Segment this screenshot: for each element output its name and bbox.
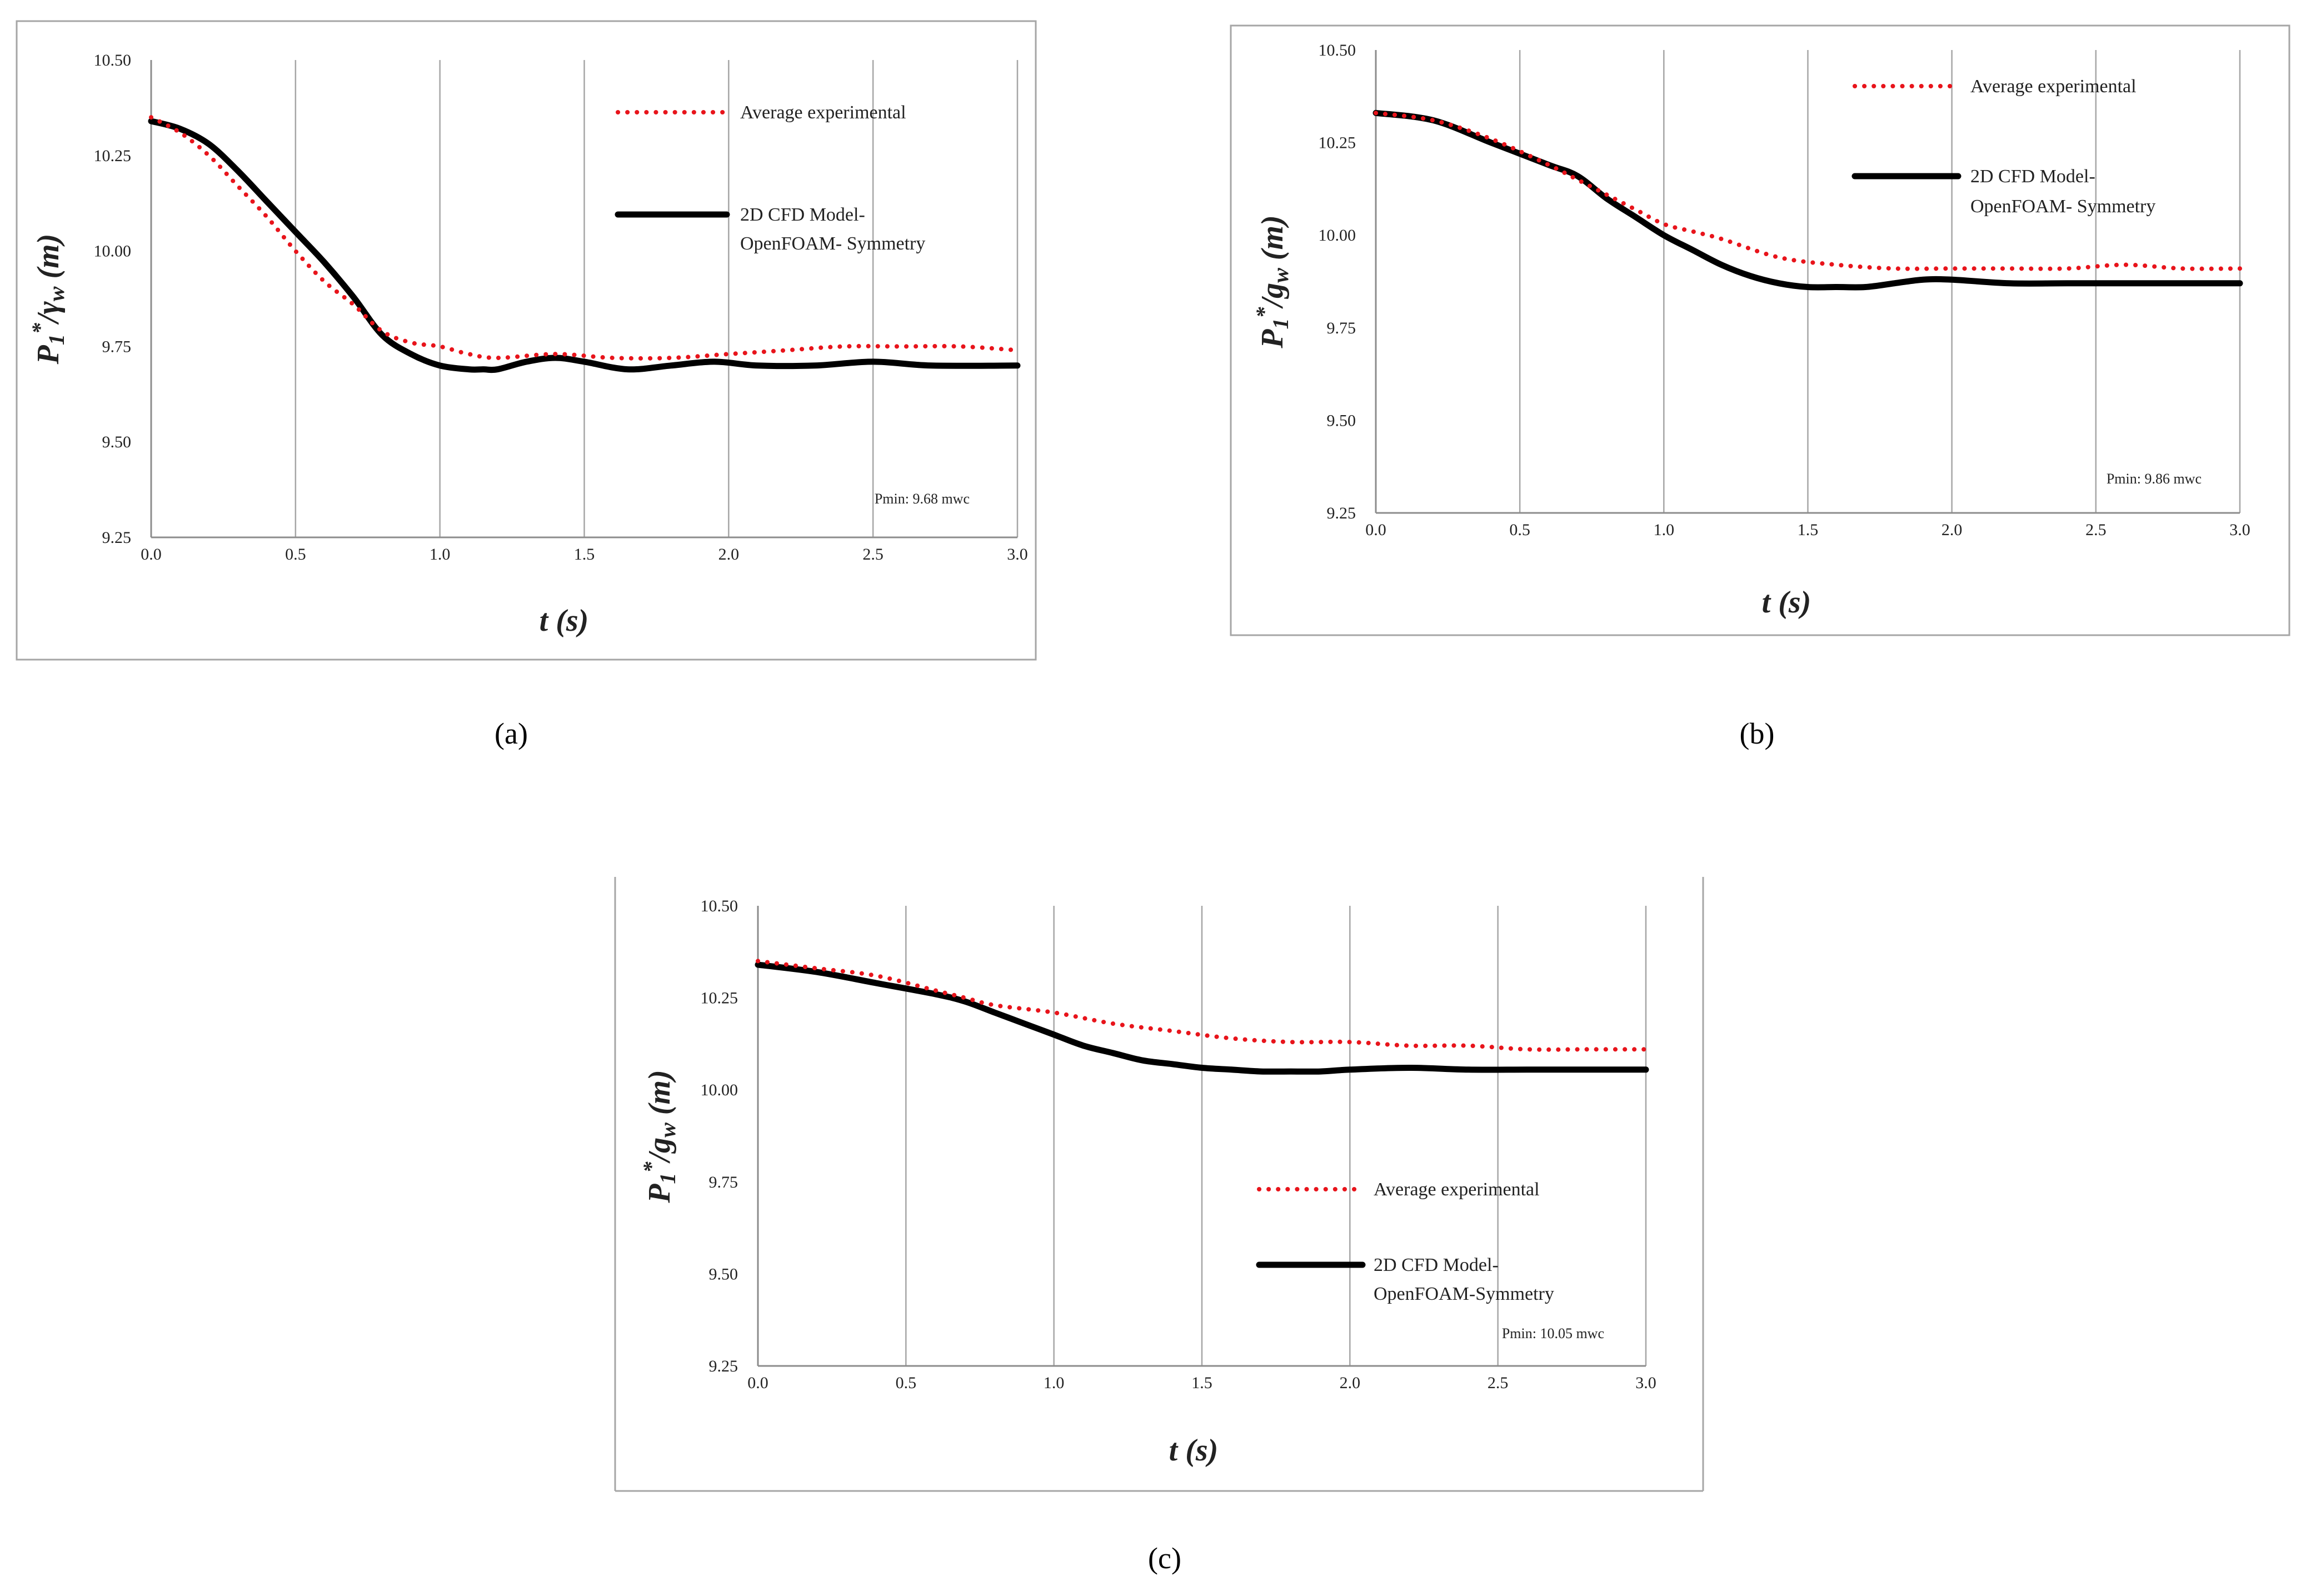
x-tick-label: 2.5 <box>862 545 884 563</box>
series-line-cfd-model <box>755 961 1649 1075</box>
y-tick-label: 9.50 <box>1327 411 1356 430</box>
x-tick-label: 3.0 <box>1635 1374 1656 1392</box>
y-tick-label: 10.50 <box>1319 41 1356 59</box>
pmin-annotation: Pmin: 9.86 mwc <box>2107 471 2202 487</box>
x-tick-label: 3.0 <box>2229 521 2250 539</box>
legend-label-cfd-model-line2: OpenFOAM-Symmetry <box>1374 1284 1554 1304</box>
x-tick-label: 0.0 <box>747 1374 768 1392</box>
y-axis-label-part: 1 <box>655 1173 680 1184</box>
series-line-experimental <box>756 959 1648 1052</box>
series-line-experimental <box>1374 111 2242 271</box>
y-axis-label-part: P <box>31 345 66 365</box>
legend-label-cfd-model-line1: 2D CFD Model- <box>1374 1255 1499 1275</box>
series-line-cfd-model <box>148 118 1021 373</box>
legend-label-experimental: Average experimental <box>740 102 906 123</box>
x-tick-label: 1.5 <box>1191 1374 1212 1392</box>
y-tick-label: 10.00 <box>94 242 132 261</box>
y-axis-label-part: 1 <box>44 334 69 345</box>
x-tick-label: 2.0 <box>1941 521 1963 539</box>
caption-c: (c) <box>1148 1542 1181 1575</box>
x-tick-label: 3.0 <box>1007 545 1028 563</box>
y-tick-label: 10.25 <box>1319 134 1356 152</box>
y-axis-label-part: /g <box>642 1138 677 1164</box>
y-tick-label: 10.25 <box>701 989 738 1008</box>
legend-label-cfd-model-line2: OpenFOAM- Symmetry <box>1970 196 2155 217</box>
y-axis-label: P1*/γw (m) <box>27 234 69 365</box>
x-tick-label: 1.0 <box>1044 1374 1065 1392</box>
y-tick-label: 9.25 <box>1327 504 1356 522</box>
x-tick-label: 1.5 <box>574 545 595 563</box>
panel-a-chart: 0.0 0.5 1.0 1.5 2.0 2.5 3.0 9.25 9.50 9.75 10.00 10… <box>27 51 1028 638</box>
x-tick-label: 0.0 <box>1365 521 1386 539</box>
y-axis-label-part: P <box>1255 329 1290 349</box>
y-tick-label: 9.25 <box>709 1357 738 1375</box>
y-axis-label-part: w <box>44 286 69 301</box>
x-tick-label: 0.5 <box>285 545 306 563</box>
y-tick-label: 9.50 <box>102 433 132 451</box>
y-tick-label: 10.25 <box>94 147 132 165</box>
pmin-annotation: Pmin: 10.05 mwc <box>1502 1325 1604 1341</box>
y-axis-label-part: /γ <box>31 301 66 326</box>
x-tick-label: 0.5 <box>896 1374 917 1392</box>
x-tick-label: 1.0 <box>430 545 451 563</box>
pmin-annotation: Pmin: 9.68 mwc <box>875 491 970 507</box>
caption-a: (a) <box>495 717 528 750</box>
y-tick-label: 9.75 <box>1327 319 1356 337</box>
series-line-experimental <box>149 115 1020 361</box>
y-tick-label: 10.50 <box>94 51 132 69</box>
y-axis-label-part: (m) <box>31 234 66 287</box>
y-tick-label: 9.25 <box>102 528 132 547</box>
x-tick-label: 1.0 <box>1654 521 1675 539</box>
y-tick-label: 9.75 <box>709 1173 738 1191</box>
y-tick-label: 10.50 <box>701 897 738 915</box>
series-line-cfd-model <box>1372 109 2243 291</box>
x-axis-label: t (s) <box>1762 585 1811 620</box>
legend-label-cfd-model-line1: 2D CFD Model- <box>1970 166 2095 187</box>
x-tick-label: 0.5 <box>1509 521 1530 539</box>
y-axis-label-part: * <box>1251 306 1276 318</box>
y-axis-label: P1*/gw (m) <box>1251 215 1293 348</box>
y-tick-label: 9.75 <box>102 337 132 356</box>
panel-b-frame <box>1230 24 2290 636</box>
y-tick-label: 10.00 <box>1319 226 1356 245</box>
y-axis-label-part: (m) <box>1255 215 1290 268</box>
x-tick-label: 2.0 <box>718 545 740 563</box>
y-axis-label-part: * <box>638 1161 663 1173</box>
panel-c-chart: 0.0 0.5 1.0 1.5 2.0 2.5 3.0 9.25 9.50 9.75 10.00 10… <box>638 897 1656 1468</box>
x-tick-label: 2.5 <box>1488 1374 1509 1392</box>
x-axis-label: t (s) <box>1169 1433 1219 1468</box>
y-axis-label-part: w <box>1268 268 1293 283</box>
y-axis-label-part: w <box>655 1123 680 1138</box>
panel-b-chart: 0.0 0.5 1.0 1.5 2.0 2.5 3.0 9.25 9.50 9.75 10.00 10… <box>1251 41 2250 620</box>
legend-label-experimental: Average experimental <box>1374 1179 1540 1200</box>
y-tick-label: 10.00 <box>701 1081 738 1099</box>
y-axis-label-part: * <box>27 322 52 334</box>
legend-label-cfd-model-line2: OpenFOAM- Symmetry <box>740 233 925 254</box>
y-axis-label-part: P <box>642 1184 677 1204</box>
legend-label-cfd-model-line1: 2D CFD Model- <box>740 205 865 225</box>
caption-b: (b) <box>1740 717 1775 750</box>
y-axis-label: P1*/gw (m) <box>638 1070 680 1203</box>
y-axis-label-part: (m) <box>642 1070 677 1123</box>
x-tick-label: 2.0 <box>1340 1374 1361 1392</box>
x-tick-label: 0.0 <box>141 545 162 563</box>
x-axis-label: t (s) <box>540 604 589 638</box>
y-axis-label-part: 1 <box>1268 318 1293 329</box>
x-tick-label: 1.5 <box>1798 521 1819 539</box>
legend-label-experimental: Average experimental <box>1970 76 2137 97</box>
y-tick-label: 9.50 <box>709 1265 738 1283</box>
y-axis-label-part: /g <box>1255 283 1290 310</box>
x-tick-label: 2.5 <box>2085 521 2107 539</box>
panel-a-frame <box>16 20 1037 661</box>
